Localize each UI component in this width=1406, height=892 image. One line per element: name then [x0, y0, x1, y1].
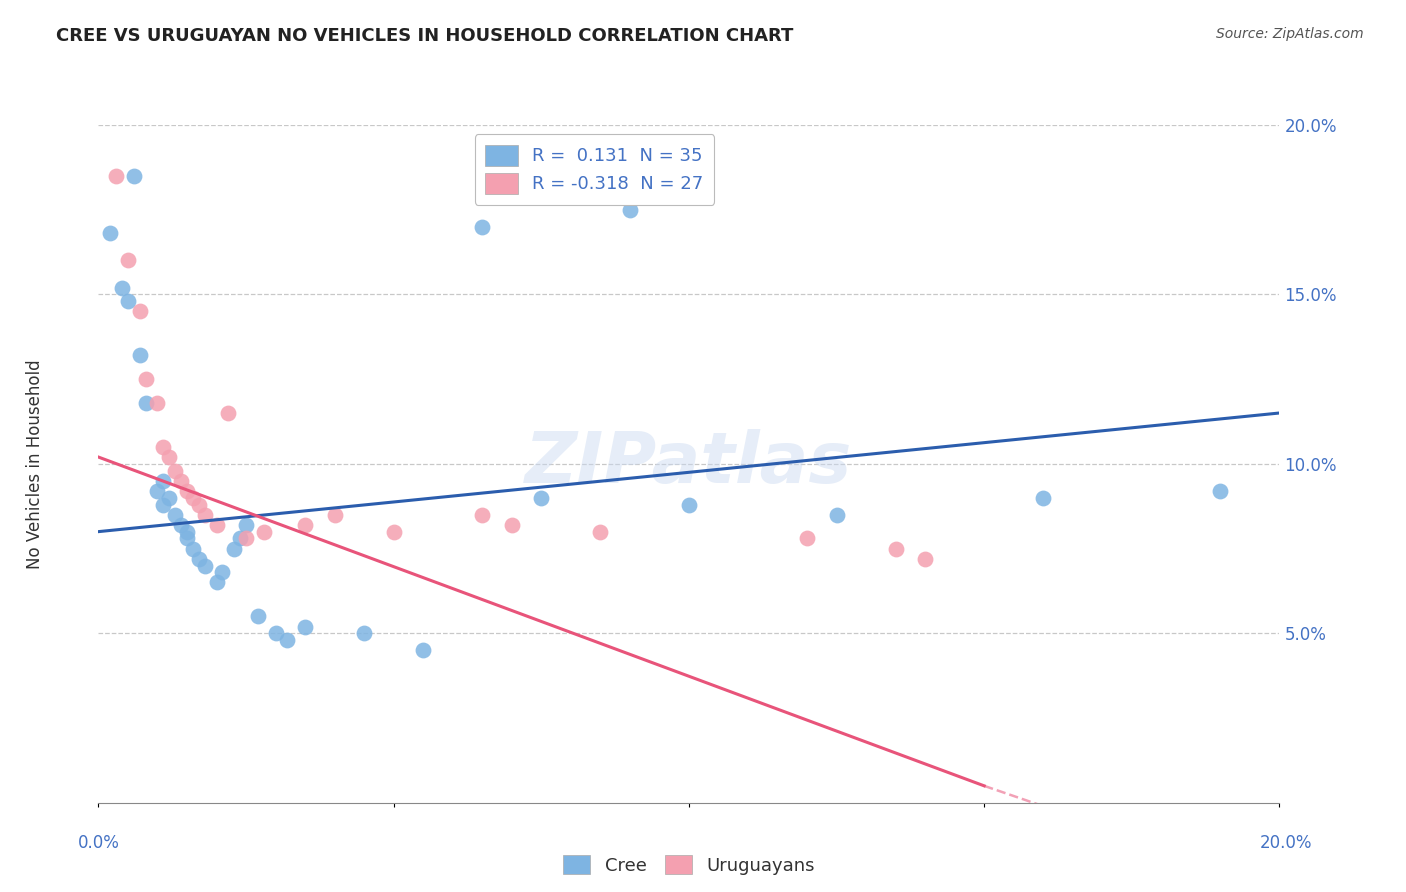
Point: [98, 227, 121, 241]
Point: [187, 498, 209, 512]
Point: [205, 575, 228, 590]
Point: [205, 517, 228, 532]
Point: [353, 626, 375, 640]
Point: [111, 280, 134, 294]
Point: [181, 491, 204, 505]
Point: [294, 517, 316, 532]
Point: [176, 524, 198, 539]
Point: [323, 508, 346, 522]
Text: 0.0%: 0.0%: [77, 834, 120, 852]
Text: 20.0%: 20.0%: [1260, 834, 1313, 852]
Point: [117, 253, 139, 268]
Point: [187, 551, 209, 566]
Text: CREE VS URUGUAYAN NO VEHICLES IN HOUSEHOLD CORRELATION CHART: CREE VS URUGUAYAN NO VEHICLES IN HOUSEHO…: [56, 27, 793, 45]
Point: [235, 532, 257, 546]
Point: [128, 304, 150, 318]
Point: [471, 219, 494, 234]
Point: [170, 517, 193, 532]
Point: [152, 440, 174, 454]
Text: Source: ZipAtlas.com: Source: ZipAtlas.com: [1216, 27, 1364, 41]
Legend: Cree, Uruguayans: Cree, Uruguayans: [555, 848, 823, 882]
Point: [165, 464, 187, 478]
Point: [194, 508, 217, 522]
Point: [1209, 483, 1232, 498]
Point: [412, 643, 434, 657]
Point: [122, 169, 145, 183]
Point: [152, 498, 174, 512]
Point: [181, 541, 204, 556]
Point: [128, 348, 150, 362]
Point: [217, 406, 239, 420]
Point: [589, 524, 612, 539]
Point: [796, 532, 818, 546]
Point: [146, 483, 169, 498]
Point: [224, 541, 246, 556]
Point: [165, 508, 187, 522]
Point: [382, 524, 405, 539]
Point: [157, 491, 180, 505]
Point: [235, 517, 257, 532]
Point: [276, 633, 298, 648]
Point: [825, 508, 848, 522]
Point: [884, 541, 907, 556]
Point: [194, 558, 217, 573]
Point: [135, 372, 157, 386]
Point: [170, 474, 193, 488]
Point: [105, 169, 128, 183]
Point: [1032, 491, 1054, 505]
Point: [117, 294, 139, 309]
Point: [176, 532, 198, 546]
Point: [530, 491, 553, 505]
Point: [914, 551, 936, 566]
Point: [229, 532, 252, 546]
Point: [211, 566, 233, 580]
Point: [619, 202, 641, 217]
Point: [471, 508, 494, 522]
Point: [152, 474, 174, 488]
Point: [264, 626, 287, 640]
Point: [146, 396, 169, 410]
Point: [678, 498, 700, 512]
Point: [246, 609, 269, 624]
Text: ZIPatlas: ZIPatlas: [526, 429, 852, 499]
Point: [176, 483, 198, 498]
Text: No Vehicles in Household: No Vehicles in Household: [27, 359, 44, 569]
Point: [157, 450, 180, 464]
Point: [501, 517, 523, 532]
Point: [253, 524, 276, 539]
Point: [294, 619, 316, 633]
Point: [135, 396, 157, 410]
